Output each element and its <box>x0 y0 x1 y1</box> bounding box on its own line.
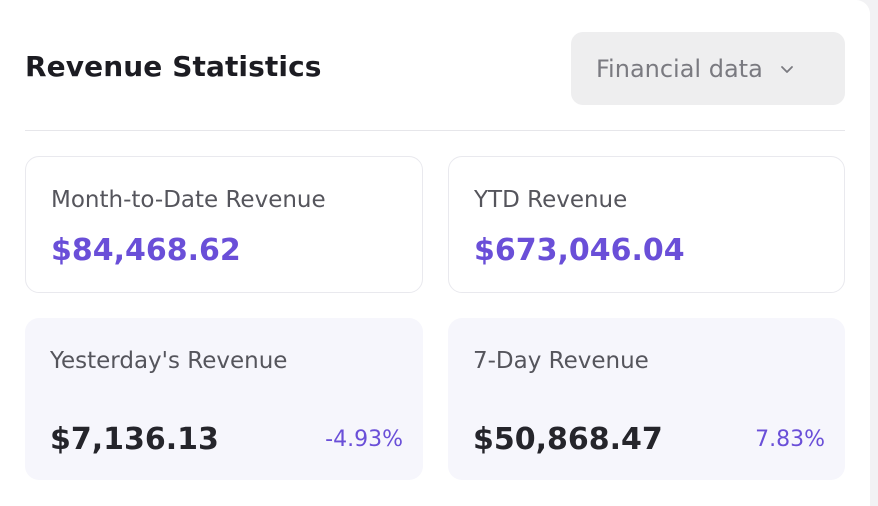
card-title: Revenue Statistics <box>25 50 322 83</box>
stat-tile-month-to-date: Month-to-Date Revenue $84,468.62 <box>25 156 423 293</box>
stat-value: $7,136.13 <box>50 422 219 457</box>
stat-value: $84,468.62 <box>51 233 241 268</box>
data-type-dropdown[interactable]: Financial data <box>571 32 845 105</box>
stat-label: Yesterday's Revenue <box>50 348 288 374</box>
stat-change: 7.83% <box>755 427 825 452</box>
stat-value: $673,046.04 <box>474 233 685 268</box>
stat-value: $50,868.47 <box>473 422 663 457</box>
stat-label: Month-to-Date Revenue <box>51 187 326 213</box>
dropdown-selected-value: Financial data <box>596 54 763 83</box>
stat-label: 7-Day Revenue <box>473 348 649 374</box>
chevron-down-icon <box>779 61 795 77</box>
stat-tile-seven-day: 7-Day Revenue $50,868.47 7.83% <box>448 318 845 480</box>
stat-tile-ytd: YTD Revenue $673,046.04 <box>448 156 845 293</box>
stat-label: YTD Revenue <box>474 187 628 213</box>
header-divider <box>25 130 845 131</box>
stat-change: -4.93% <box>325 427 403 452</box>
stat-tile-yesterday: Yesterday's Revenue $7,136.13 -4.93% <box>25 318 423 480</box>
